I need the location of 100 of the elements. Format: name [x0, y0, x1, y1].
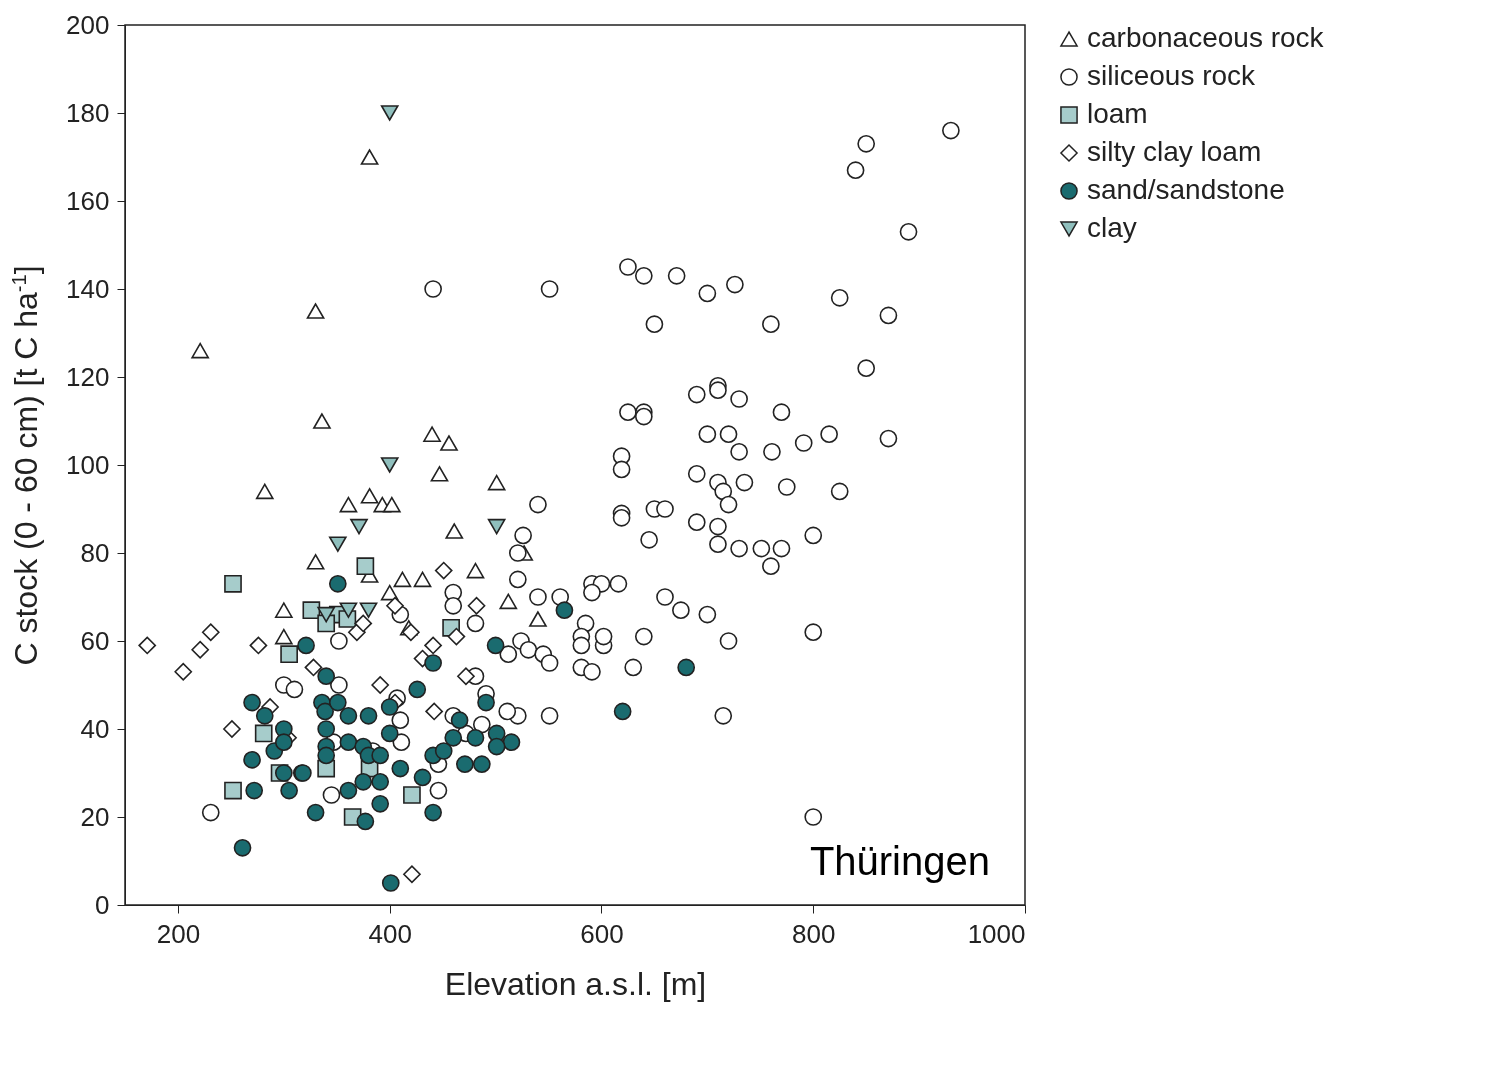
point [413, 768, 432, 787]
point [233, 838, 252, 857]
point [317, 746, 336, 765]
point [382, 496, 401, 513]
point [354, 614, 373, 633]
point [450, 711, 469, 730]
point [356, 812, 375, 831]
x-axis-title: Elevation a.s.l. [m] [444, 965, 707, 1002]
legend-label: carbonaceous rock [1087, 22, 1325, 53]
point [444, 728, 463, 747]
point [430, 466, 449, 482]
point [487, 474, 506, 491]
point [254, 724, 273, 743]
point [613, 702, 632, 721]
point [423, 426, 441, 442]
point [466, 562, 485, 579]
y-tick-label: 120 [66, 361, 110, 392]
point [434, 742, 453, 760]
point [339, 733, 358, 752]
point [424, 636, 442, 655]
point [477, 693, 495, 712]
point [339, 602, 358, 618]
point [350, 518, 368, 535]
point [529, 611, 547, 627]
point [440, 435, 458, 451]
point [402, 623, 420, 642]
point [487, 737, 506, 756]
legend-label: loam [1087, 98, 1148, 129]
point [356, 557, 375, 576]
y-tick-label: 140 [66, 273, 110, 304]
point [249, 636, 268, 655]
point [360, 488, 379, 504]
point [408, 680, 427, 699]
point [243, 693, 261, 712]
point [425, 702, 444, 721]
point [280, 645, 298, 664]
y-tick-label: 20 [80, 801, 110, 832]
point [445, 523, 464, 539]
point [328, 574, 347, 593]
point [413, 571, 432, 588]
point [313, 413, 331, 429]
point [456, 755, 474, 774]
point [317, 606, 336, 623]
annotation: Thüringen [809, 839, 990, 883]
legend-label: clay [1087, 212, 1137, 243]
point [371, 746, 390, 765]
y-tick-label: 160 [66, 185, 110, 216]
point [255, 483, 274, 500]
point [393, 571, 412, 588]
y-tick-label: 200 [66, 9, 110, 40]
point [304, 658, 323, 677]
point [328, 536, 347, 552]
x-tick-label: 1000 [967, 918, 1026, 949]
point [280, 781, 298, 800]
point [306, 554, 325, 570]
point [386, 596, 404, 615]
x-tick-label: 400 [368, 918, 412, 949]
point [472, 755, 491, 774]
legend-label: silty clay loam [1087, 136, 1262, 167]
point [224, 574, 242, 593]
legend-label: siliceous rock [1087, 60, 1257, 91]
x-tick-label: 600 [580, 918, 624, 949]
point [487, 518, 506, 535]
point [316, 702, 334, 721]
point [380, 457, 399, 473]
point [317, 720, 336, 738]
point [302, 601, 321, 620]
point [555, 601, 574, 620]
point [201, 623, 220, 642]
y-tick-label: 180 [66, 97, 110, 128]
point [502, 733, 521, 752]
point [380, 105, 399, 121]
point [371, 772, 390, 791]
point [359, 602, 378, 618]
point [274, 602, 293, 618]
point [297, 636, 315, 655]
point [245, 781, 264, 800]
point [434, 561, 453, 580]
point [339, 496, 358, 513]
x-tick-label: 800 [792, 918, 836, 949]
point [677, 658, 696, 677]
point [306, 303, 325, 319]
point [224, 781, 242, 800]
point [486, 636, 505, 655]
point [317, 667, 336, 686]
point [403, 786, 421, 804]
point [274, 628, 293, 645]
y-tick-label: 0 [95, 889, 110, 920]
point [360, 149, 379, 165]
point [467, 596, 486, 615]
point [380, 698, 399, 716]
y-tick-label: 60 [80, 625, 110, 656]
y-tick-label: 100 [66, 449, 110, 480]
point [191, 342, 210, 359]
point [243, 750, 261, 769]
point [354, 772, 373, 791]
y-tick-label: 80 [80, 537, 110, 568]
point [380, 724, 399, 743]
point [447, 627, 466, 646]
point [424, 803, 442, 822]
